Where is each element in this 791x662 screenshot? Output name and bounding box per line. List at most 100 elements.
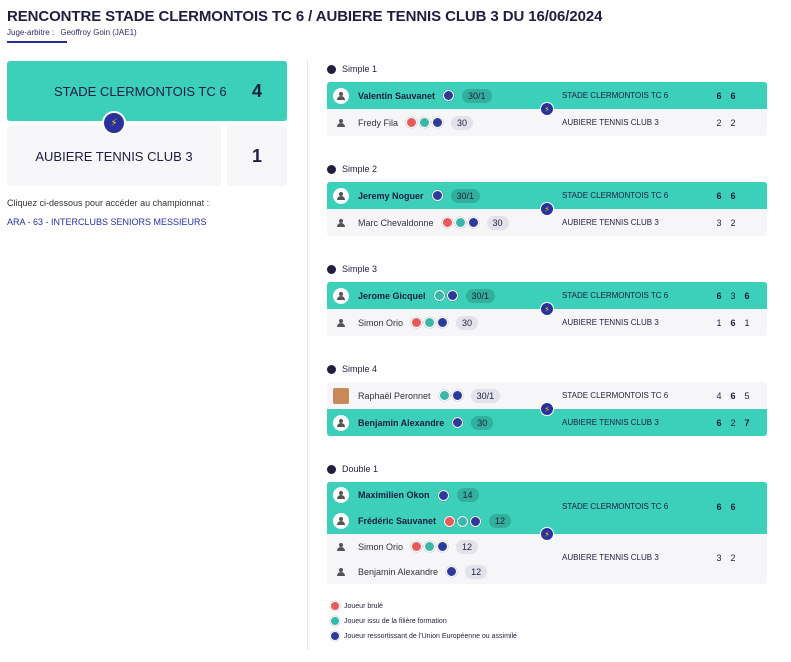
tennis-ball-icon: [327, 464, 336, 474]
team-name: STADE CLERMONTOIS TC 6: [562, 391, 669, 400]
player-rank: 14: [456, 488, 479, 502]
lightning-icon: ⚡: [540, 102, 554, 116]
set-score: 2: [730, 118, 736, 128]
championship-prompt: Cliquez ci-dessous pour accéder au champ…: [7, 198, 210, 208]
burned-player-icon: [406, 117, 418, 128]
championship-link[interactable]: ARA - 63 - INTERCLUBS SENIORS MESSIEURS: [7, 217, 207, 227]
tennis-ball-icon: [327, 164, 336, 174]
player-name[interactable]: Raphaël Peronnet: [358, 390, 431, 401]
set-score: 2: [730, 218, 736, 228]
eu-player-icon: [470, 515, 482, 527]
person-icon: [333, 539, 349, 555]
match-title: Double 1: [342, 464, 379, 474]
player-name[interactable]: Jeremy Noguer: [358, 190, 424, 201]
set-score: 6: [716, 91, 722, 101]
page-title: RENCONTRE STADE CLERMONTOIS TC 6 / AUBIE…: [7, 8, 603, 25]
eu-player-icon: [443, 90, 455, 101]
double-player-row: Maximilien Okon 14: [327, 482, 767, 508]
set-score: 7: [744, 418, 750, 428]
team-name: STADE CLERMONTOIS TC 6: [562, 502, 669, 511]
home-score: 4: [227, 61, 287, 121]
away-team-name: AUBIERE TENNIS CLUB 3: [35, 148, 193, 164]
team-name: AUBIERE TENNIS CLUB 3: [562, 218, 659, 227]
player-rank: 30: [451, 115, 474, 130]
eu-player-icon: [437, 317, 449, 328]
team-name: AUBIERE TENNIS CLUB 3: [562, 118, 659, 127]
team-name: AUBIERE TENNIS CLUB 3: [562, 553, 659, 562]
player-name[interactable]: Simon Orio: [358, 317, 404, 328]
eu-player-icon: [431, 190, 443, 201]
burned-player-icon: [411, 317, 423, 328]
set-score: 6: [716, 291, 722, 301]
formation-player-icon: [419, 117, 431, 128]
set-score: 6: [730, 391, 736, 401]
player-rank: 30/1: [462, 88, 492, 103]
team-name: AUBIERE TENNIS CLUB 3: [562, 418, 659, 427]
eu-player-icon: [432, 117, 444, 128]
person-icon: [333, 414, 349, 431]
legend-label: Joueur brulé: [344, 602, 383, 610]
player-name[interactable]: Simon Orio: [358, 541, 404, 552]
player-name[interactable]: Benjamin Alexandre: [358, 417, 445, 428]
player-name[interactable]: Fredy Fila: [358, 117, 399, 128]
match-simple-2: Simple 2 Jeremy Noguer 30/1 STADE CLERMO…: [327, 162, 767, 236]
referee-underline: [7, 41, 67, 43]
match-double-1: Double 1 Maximilien Okon 14 Frédéric Sau…: [327, 462, 767, 584]
player-rank: 30: [456, 315, 479, 330]
person-icon: [333, 115, 349, 131]
lightning-icon: ⚡: [540, 202, 554, 216]
player-name[interactable]: Jerome Gicquel: [358, 290, 426, 301]
eu-player-icon: [437, 489, 449, 501]
lightning-icon: ⚡: [540, 402, 554, 416]
person-icon: [333, 187, 349, 204]
player-name[interactable]: Maximilien Okon: [358, 490, 430, 500]
set-score: 3: [716, 218, 722, 228]
set-score: 3: [730, 291, 736, 301]
person-icon: [333, 87, 349, 104]
match-row-winner[interactable]: Valentin Sauvanet 30/1 STADE CLERMONTOIS…: [327, 82, 767, 109]
match-row-loser[interactable]: Raphaël Peronnet 30/1 STADE CLERMONTOIS …: [327, 382, 767, 409]
burned-player-icon: [441, 217, 453, 228]
set-score: 6: [730, 191, 736, 201]
set-score: 6: [730, 318, 736, 328]
eu-player-icon: [446, 290, 458, 301]
set-score: 6: [730, 502, 736, 512]
match-simple-3: Simple 3 Jerome Gicquel 30/1 STADE CLERM…: [327, 262, 767, 336]
burned-player-icon: [330, 601, 340, 611]
formation-player-icon: [330, 616, 340, 626]
player-rank: 30/1: [450, 188, 481, 203]
match-title: Simple 3: [342, 264, 378, 274]
player-name[interactable]: Frédéric Sauvanet: [358, 516, 437, 526]
set-score: 6: [744, 291, 750, 301]
match-row-winner[interactable]: Benjamin Alexandre 30 AUBIERE TENNIS CLU…: [327, 409, 767, 436]
away-score: 1: [227, 126, 287, 186]
formation-player-icon: [438, 390, 450, 401]
lightning-icon: ⚡: [540, 527, 554, 541]
set-score: 2: [730, 553, 736, 563]
formation-player-icon: [424, 317, 436, 328]
player-name[interactable]: Marc Chevaldonne: [358, 217, 434, 228]
double-loser-block[interactable]: Simon Orio 12 Benjamin Alexandre 12 AUBI…: [327, 534, 767, 584]
match-simple-1: Simple 1 Valentin Sauvanet 30/1 STADE CL…: [327, 62, 767, 136]
set-score: 4: [716, 391, 722, 401]
match-simple-4: Simple 4 Raphaël Peronnet 30/1 STADE CLE…: [327, 362, 767, 436]
lightning-icon: ⚡: [540, 302, 554, 316]
player-name[interactable]: Benjamin Alexandre: [358, 566, 439, 577]
formation-player-icon: [454, 217, 466, 228]
set-score: 5: [744, 391, 750, 401]
avatar: [333, 387, 349, 404]
burned-player-icon: [411, 541, 423, 552]
referee-name: Geoffroy Goin (JAE1): [60, 28, 137, 37]
legend-label: Joueur issu de la filière formation: [344, 617, 447, 625]
set-score: 6: [716, 418, 722, 428]
tennis-ball-icon: [327, 264, 336, 274]
away-team-box[interactable]: AUBIERE TENNIS CLUB 3: [7, 126, 221, 186]
team-name: STADE CLERMONTOIS TC 6: [562, 191, 669, 200]
player-name[interactable]: Valentin Sauvanet: [358, 90, 436, 101]
